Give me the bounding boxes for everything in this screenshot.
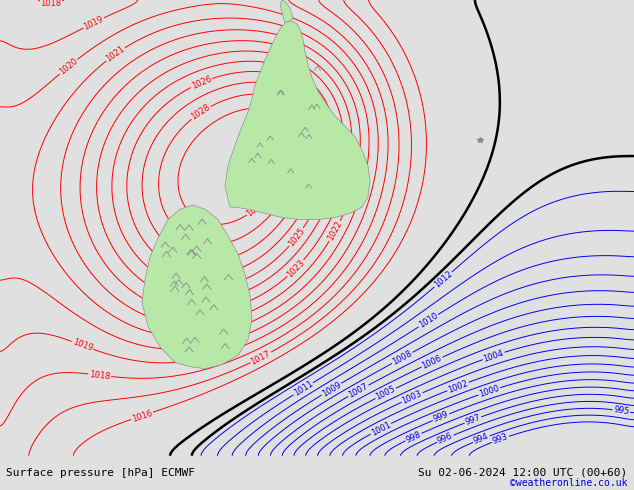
Text: 1021: 1021	[104, 45, 127, 64]
Text: 1027: 1027	[287, 188, 306, 211]
Text: 1018: 1018	[41, 0, 61, 8]
Text: 1016: 1016	[131, 408, 153, 423]
Text: 1026: 1026	[190, 74, 213, 91]
Text: 1023: 1023	[285, 258, 306, 279]
Text: 1019: 1019	[71, 338, 94, 353]
Text: 994: 994	[472, 432, 490, 446]
Text: 1018: 1018	[89, 369, 111, 381]
Text: 1011: 1011	[292, 379, 314, 398]
Text: 1020: 1020	[58, 56, 79, 77]
Text: 995: 995	[613, 405, 630, 416]
Polygon shape	[280, 0, 293, 23]
Text: 1025: 1025	[287, 226, 306, 248]
Text: 993: 993	[491, 432, 509, 446]
Text: 998: 998	[404, 430, 423, 444]
Text: Su 02-06-2024 12:00 UTC (00+60): Su 02-06-2024 12:00 UTC (00+60)	[418, 467, 628, 478]
Text: 999: 999	[432, 410, 450, 424]
Text: 1004: 1004	[482, 348, 505, 364]
Text: 1003: 1003	[401, 389, 424, 406]
Text: 1009: 1009	[320, 380, 343, 398]
Text: 1008: 1008	[391, 349, 413, 367]
Text: 1028: 1028	[190, 103, 212, 122]
Text: 1017: 1017	[249, 349, 272, 367]
Text: 1024: 1024	[321, 188, 338, 211]
Text: 1010: 1010	[417, 311, 439, 330]
Text: 1007: 1007	[347, 382, 370, 400]
Text: Surface pressure [hPa] ECMWF: Surface pressure [hPa] ECMWF	[6, 467, 195, 478]
Text: 1029: 1029	[245, 198, 267, 218]
Polygon shape	[225, 21, 370, 220]
Text: 1000: 1000	[478, 384, 501, 399]
Text: ©weatheronline.co.uk: ©weatheronline.co.uk	[510, 478, 628, 488]
Text: 1001: 1001	[370, 420, 392, 438]
Polygon shape	[142, 205, 252, 368]
Text: 996: 996	[436, 431, 455, 446]
Text: 1012: 1012	[432, 269, 454, 290]
Text: 997: 997	[464, 413, 482, 427]
Text: 1002: 1002	[446, 378, 469, 394]
Text: 1022: 1022	[326, 220, 344, 243]
Text: 1019: 1019	[82, 14, 105, 31]
Text: 1006: 1006	[420, 353, 443, 370]
Text: 1005: 1005	[374, 385, 397, 402]
